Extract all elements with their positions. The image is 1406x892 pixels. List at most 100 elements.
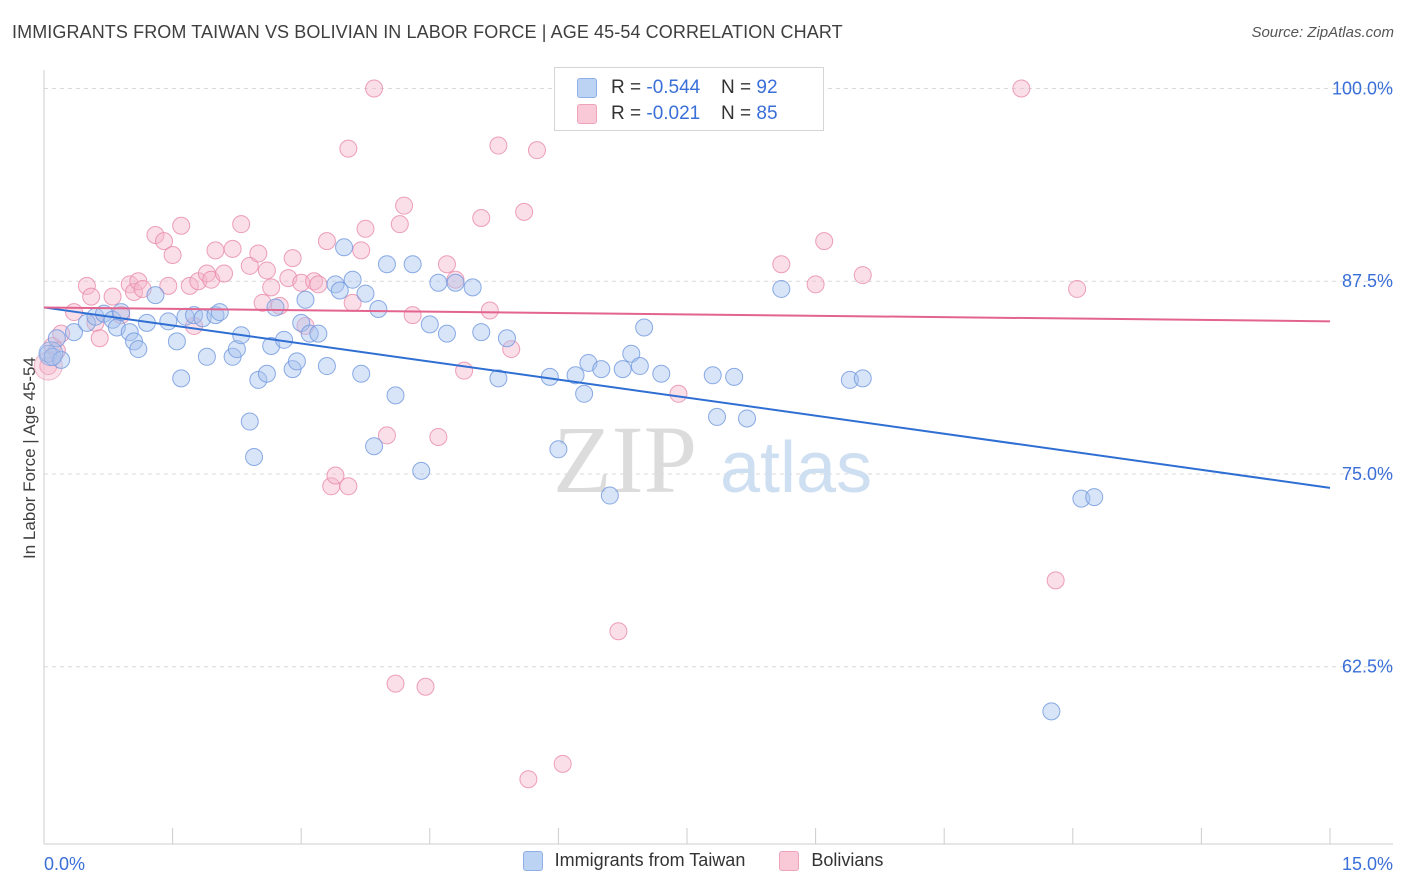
taiwan-point [386,386,405,405]
y-tick-label: 75.0% [1342,464,1393,484]
bolivian-point [77,276,96,295]
legend-n-label: N = [721,103,752,124]
axes [43,70,1393,845]
bolivian-point [480,301,499,320]
correlation-legend: R = -0.544 N = 92 R = -0.021 N = 85 [554,67,824,131]
bolivian-point [609,622,628,641]
legend-item-bolivian[interactable]: Bolivians [779,850,883,871]
taiwan-point [377,255,396,274]
taiwan-point [1042,702,1061,721]
legend-swatch-taiwan [522,850,543,871]
taiwan-point [197,347,216,366]
bolivian-point [519,770,538,789]
y-tick-label: 100.0% [1332,79,1393,99]
bolivian-point [232,215,251,234]
bolivian-point [155,232,174,251]
bolivian-point [1012,79,1031,98]
taiwan-point [309,324,328,343]
taiwan-point [613,360,632,379]
taiwan-point [497,329,516,348]
bolivian-point [206,241,225,260]
taiwan-point [240,412,259,431]
legend-r-label: R = [611,103,647,124]
taiwan-point [120,323,139,342]
taiwan-point [592,360,611,379]
bolivian-point [309,275,328,294]
bolivian-point [82,287,101,306]
bolivian-point [416,677,435,696]
bolivian-point [103,287,122,306]
taiwan-point [575,384,594,403]
bolivian-point [262,278,281,297]
bolivian-point [489,136,508,155]
legend-r-value-bolivian: -0.021 [646,103,701,124]
legend-r-value-taiwan: -0.544 [646,77,701,98]
taiwan-point [446,273,465,292]
bolivian-point [365,79,384,98]
taiwan-point [412,461,431,480]
bolivian-point [249,244,268,263]
taiwan-point [172,369,191,388]
bolivian-point [172,216,191,235]
taiwan-point [600,486,619,505]
taiwan-point [622,344,641,363]
legend-n-value-taiwan: 92 [756,77,778,98]
taiwan-point [463,278,482,297]
taiwan-point [159,312,178,331]
bolivian-point [806,275,825,294]
taiwan-point [317,357,336,376]
taiwan-point [330,281,349,300]
bolivian-point [90,329,109,348]
watermark-zip: ZIP [553,406,697,513]
taiwan-point [635,318,654,337]
y-tick-labels: 62.5% 75.0% 87.5% 100.0% [1332,79,1393,677]
watermark: ZIP atlas [553,406,872,513]
series-legend: Immigrants from Taiwan Bolivians [0,850,1406,871]
trend-lines [43,306,1331,489]
bolivian-point [1068,279,1087,298]
taiwan-point [437,324,456,343]
taiwan-point [146,286,165,305]
taiwan-point [257,364,276,383]
bolivian-point [772,255,791,274]
taiwan-points [38,238,1104,721]
bolivian-point [352,241,371,260]
legend-n-label: N = [721,77,752,98]
y-tick-label: 87.5% [1342,271,1393,291]
bolivian-trend-line [43,306,1331,323]
taiwan-point [1085,488,1104,507]
bolivian-point [502,340,521,359]
taiwan-point [725,367,744,386]
taiwan-point [266,298,285,317]
bolivian-point [1046,571,1065,590]
taiwan-point [210,303,229,322]
legend-swatch-taiwan [577,78,597,98]
bolivian-point [215,264,234,283]
legend-n-value-bolivian: 85 [756,103,778,124]
bolivian-point [339,139,358,158]
legend-label-bolivian: Bolivians [811,850,884,870]
taiwan-point [38,341,64,367]
bolivian-point [223,239,242,258]
legend-row-taiwan: R = -0.544 N = 92 [577,76,778,100]
taiwan-point [566,366,585,385]
taiwan-point [853,369,872,388]
legend-swatch-bolivian [779,850,800,871]
taiwan-point [167,332,186,351]
legend-item-taiwan[interactable]: Immigrants from Taiwan [522,850,745,871]
source-label: Source: ZipAtlas.com [1251,24,1394,41]
taiwan-point [287,352,306,371]
taiwan-point [549,440,568,459]
taiwan-point [369,299,388,318]
taiwan-point [630,357,649,376]
bolivian-point [403,306,422,325]
bolivian-point [377,426,396,445]
bolivian-point [437,255,456,274]
taiwan-point [420,315,439,334]
taiwan-point [708,407,727,426]
bolivian-point [395,196,414,215]
legend-r-label: R = [611,77,647,98]
bolivian-point [163,246,182,265]
chart-title: IMMIGRANTS FROM TAIWAN VS BOLIVIAN IN LA… [12,22,843,42]
